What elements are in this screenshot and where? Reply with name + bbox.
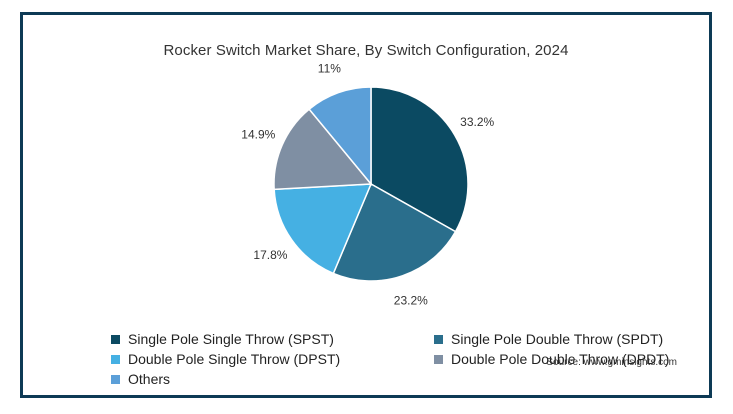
pie-label-spdt: 23.2% [394,293,428,307]
legend-item-dpst: Double Pole Single Throw (DPST) [111,351,340,367]
pie-slices [273,86,469,282]
legend-swatch-others [111,374,120,384]
pie-slice-spst [370,86,469,233]
legend-item-spst: Single Pole Single Throw (SPST) [111,331,334,347]
pie-slice-dpst [273,183,373,275]
pie-label-dpdt: 14.9% [241,128,275,142]
legend-swatch-dpst [111,354,120,364]
chart-source: Source: www.gminsights.com [546,357,677,368]
chart-title: Rocker Switch Market Share, By Switch Co… [163,42,569,59]
legend-item-dpdt: Double Pole Double Throw (DPDT) [434,351,669,367]
legend-label-spdt: Single Pole Double Throw (SPDT) [451,331,664,347]
pie-slice-dpdt [273,108,373,191]
legend-label-others: Others [128,371,171,387]
pie-label-dpst: 17.8% [253,248,287,262]
legend-label-dpst: Double Pole Single Throw (DPST) [128,351,341,367]
legend-swatch-spdt [434,334,443,344]
legend-item-spdt: Single Pole Double Throw (SPDT) [434,331,663,347]
pie-slice-labels: 33.2% 23.2% 17.8% 14.9% 11% [241,61,494,307]
legend-swatch-dpdt [434,354,443,364]
chart-frame: Rocker Switch Market Share, By Switch Co… [20,12,712,398]
pie-label-others: 11% [318,61,341,75]
pie-slice-others [308,86,372,187]
pie-label-spst: 33.2% [460,115,494,129]
pie-chart: 33.2% 23.2% 17.8% 14.9% 11% [241,61,494,307]
pie-slice-spdt [332,182,457,282]
legend-label-spst: Single Pole Single Throw (SPST) [128,331,334,347]
legend-swatch-spst [111,334,120,344]
legend-item-others: Others [111,371,170,387]
legend-label-dpdt: Double Pole Double Throw (DPDT) [451,351,670,367]
